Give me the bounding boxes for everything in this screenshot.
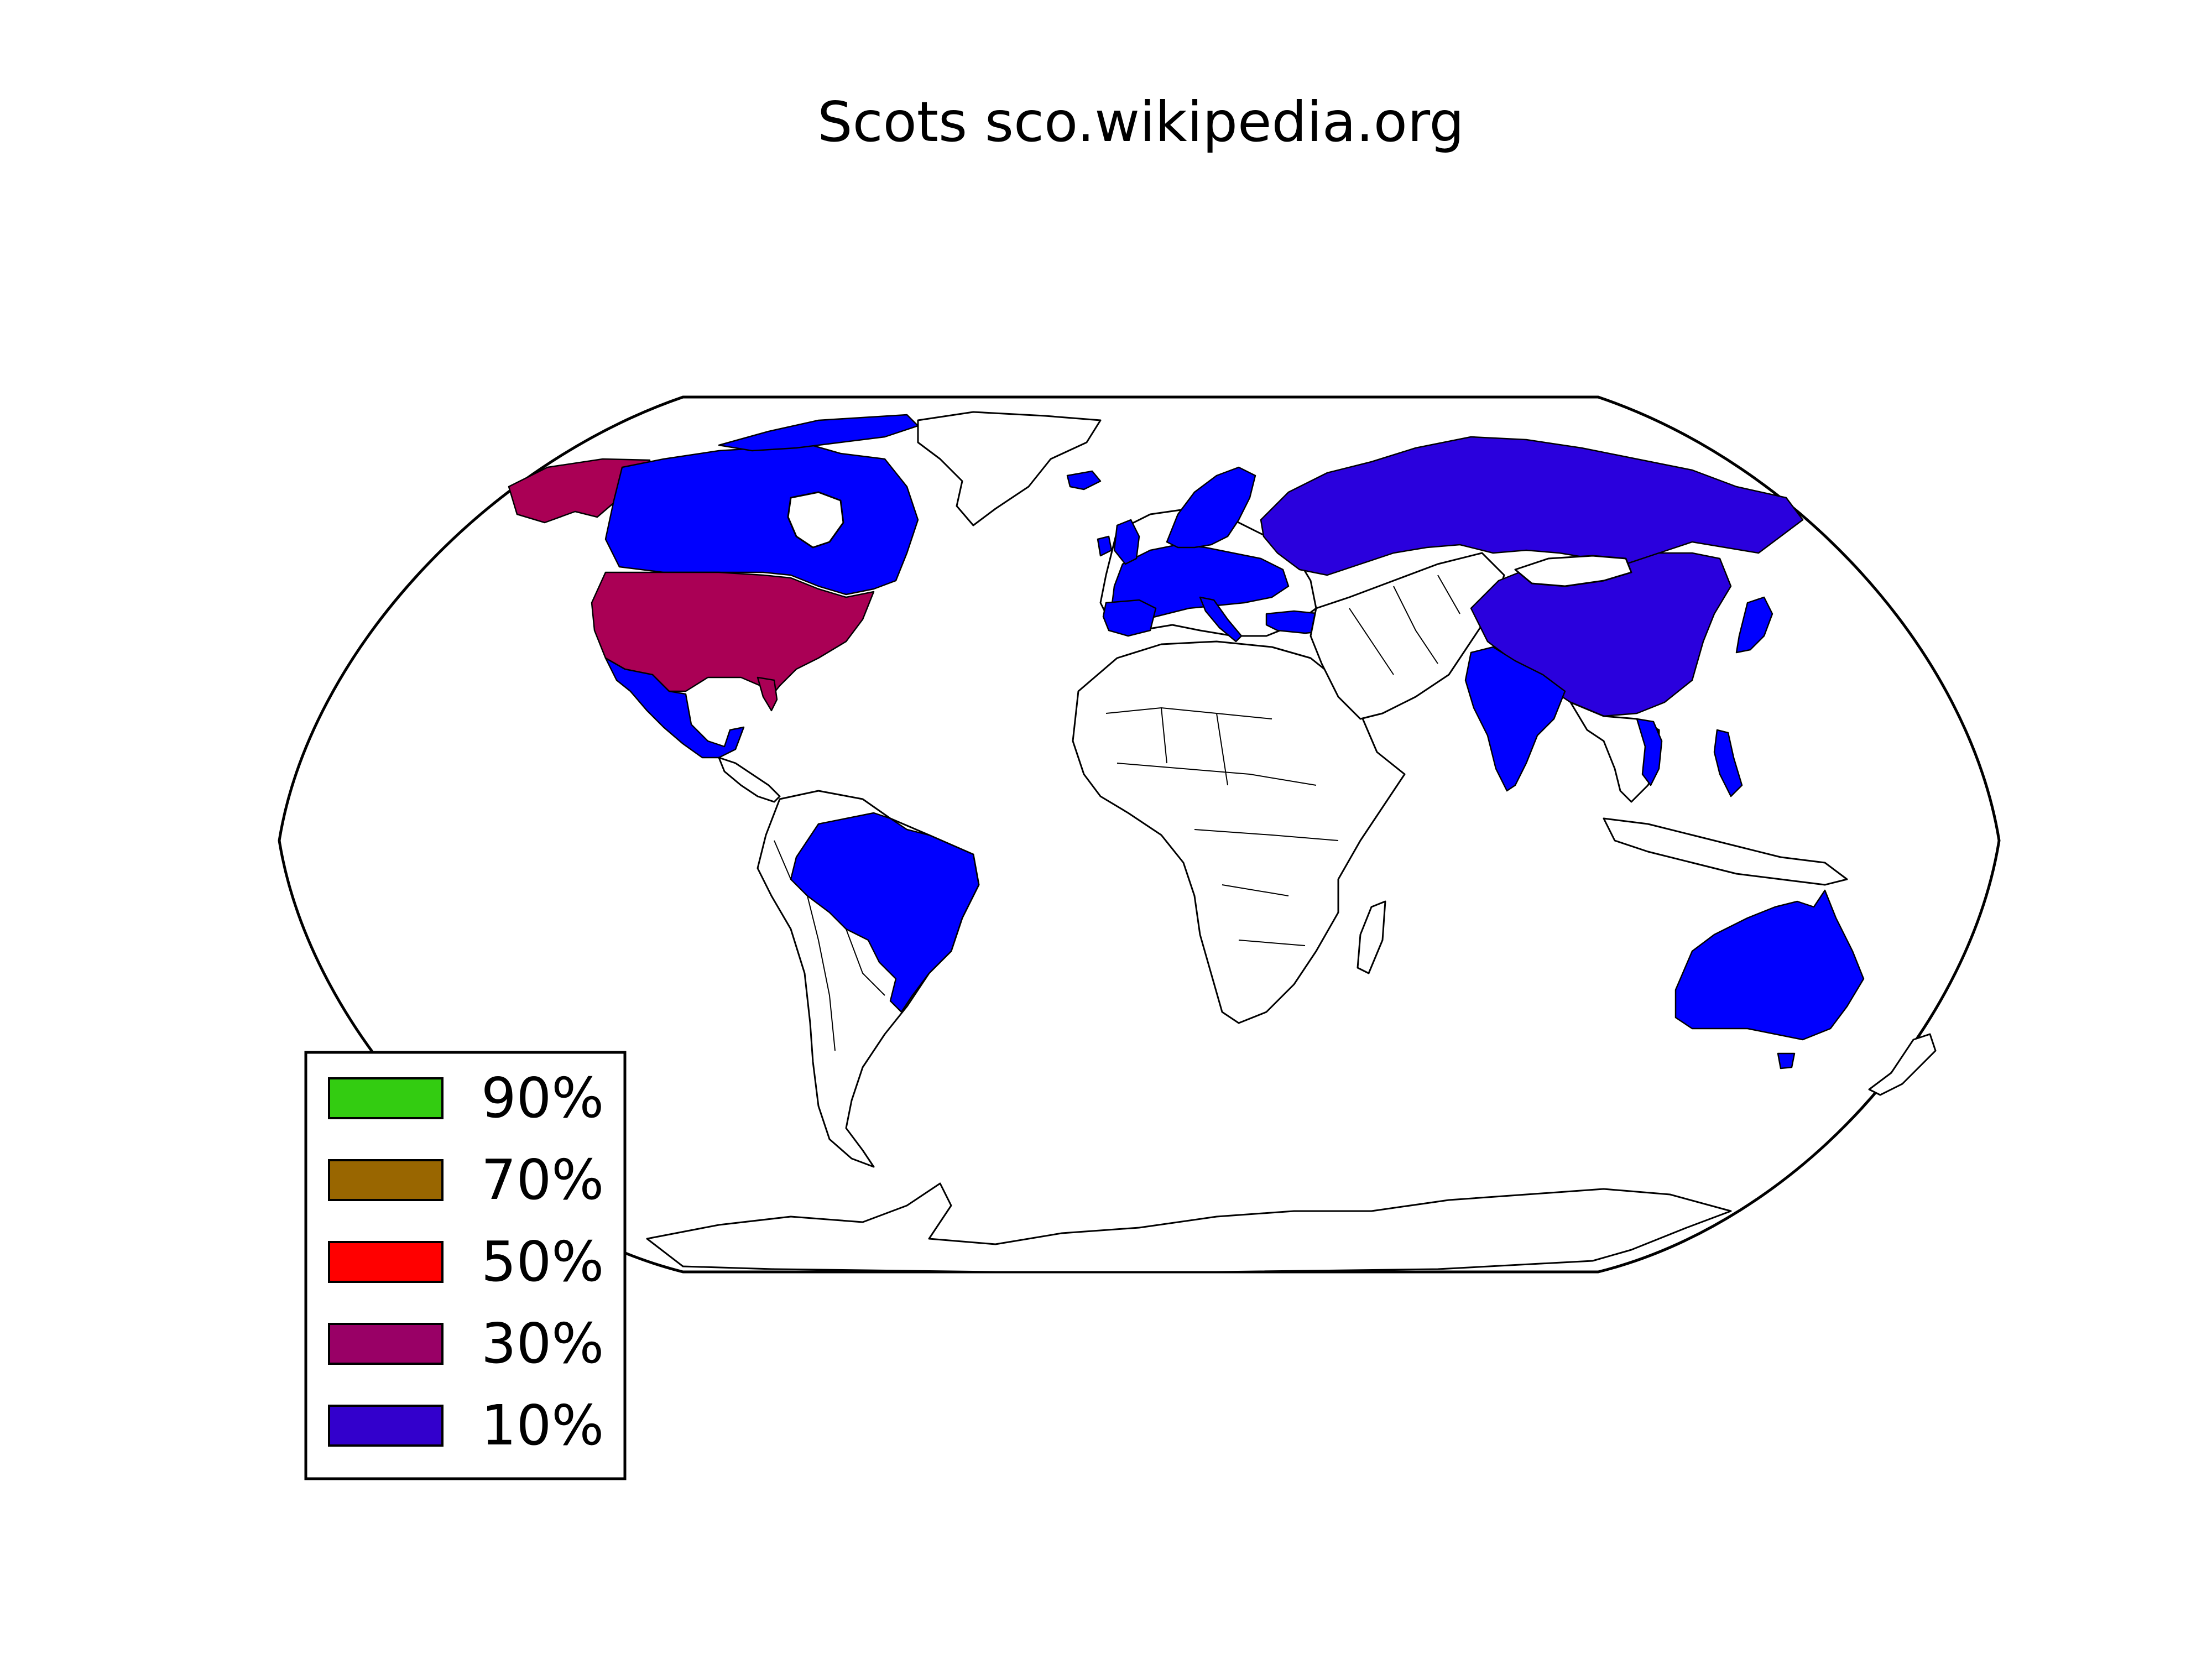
region-australia (1674, 889, 1865, 1041)
legend-label: 90% (481, 1066, 604, 1130)
middle-east-central-asia (1310, 552, 1505, 720)
region-canada-arctic (718, 414, 919, 452)
region-vietnam (1636, 718, 1663, 786)
region-scandinavia (1166, 466, 1256, 549)
antarctica (646, 1182, 1732, 1273)
legend-swatch (328, 1159, 444, 1201)
region-philippines (1713, 729, 1743, 797)
region-india (1464, 646, 1566, 792)
legend-swatch (328, 1405, 444, 1447)
greenland (917, 411, 1102, 526)
new-zealand (1868, 1033, 1937, 1096)
indonesia (1603, 817, 1848, 886)
legend-label: 10% (481, 1393, 604, 1458)
mongolia (1514, 555, 1632, 587)
south-america-internal-borders (774, 840, 885, 1051)
region-uk (1113, 519, 1140, 565)
region-iberia (1102, 599, 1157, 637)
region-brazil (790, 812, 980, 1013)
legend-swatch (328, 1077, 444, 1119)
region-iceland (1066, 470, 1102, 491)
map-frame (278, 395, 2001, 1274)
map-title: Scots sco.wikipedia.org (817, 90, 1464, 154)
central-america (718, 757, 781, 803)
asia-internal-borders (1349, 575, 1460, 675)
madagascar (1357, 900, 1386, 974)
region-italy (1199, 596, 1243, 643)
southeast-asia (1569, 701, 1660, 803)
legend-label: 30% (481, 1311, 604, 1376)
hudson-bay (787, 491, 844, 549)
region-ireland (1097, 535, 1113, 557)
region-mexico (604, 657, 745, 759)
legend-label: 70% (481, 1147, 604, 1212)
legend-label: 50% (481, 1229, 604, 1294)
region-usa-florida (757, 676, 778, 712)
legend-swatch (328, 1241, 444, 1283)
legend-swatch (328, 1323, 444, 1365)
region-japan (1735, 596, 1773, 654)
region-russia (1260, 436, 1804, 576)
africa-internal-borders (1105, 707, 1339, 946)
legend: 90% 70% 50% 30% 10% (304, 1051, 627, 1480)
region-tasmania (1777, 1052, 1796, 1070)
